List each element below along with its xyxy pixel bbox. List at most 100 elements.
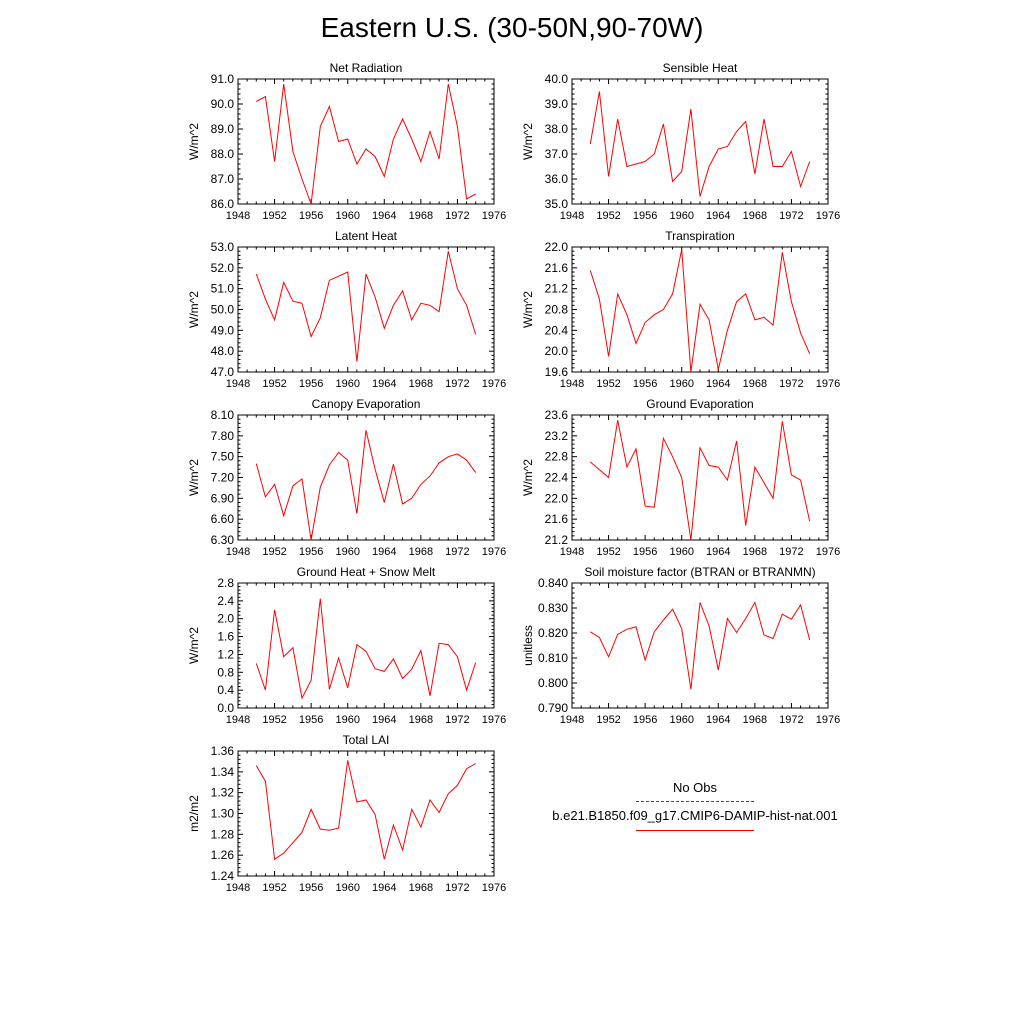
y-axis-label: unitless [521,625,535,666]
y-tick-label: 0.8 [217,665,234,679]
y-tick-label: 0.820 [538,626,568,640]
y-tick-label: 1.30 [211,807,235,821]
panel-title: Ground Evaporation [646,397,753,411]
plot-frame [571,414,829,541]
series-line [255,760,476,861]
plot-frame [571,246,829,373]
x-tick-label: 1948 [226,714,250,726]
y-tick-label: 36.0 [545,172,569,186]
x-tick-label: 1968 [409,378,433,390]
chart-panel: 1948 1952 1956 1960 1964 1968 1972 1976 21.2 21.6… [521,397,840,558]
y-tick-label: 7.20 [211,471,235,485]
x-tick-label: 1972 [445,714,469,726]
y-tick-label: 22.0 [545,240,569,254]
x-tick-label: 1960 [335,882,359,894]
x-tick-label: 1968 [409,546,433,558]
y-tick-label: 86.0 [211,197,235,211]
x-tick-label: 1968 [743,210,767,222]
y-tick-label: 89.0 [211,122,235,136]
y-tick-label: 87.0 [211,172,235,186]
y-axis-label: W/m^2 [521,291,535,328]
x-tick-label: 1956 [299,546,323,558]
x-tick-label: 1964 [706,378,730,390]
y-tick-label: 0.790 [538,701,568,715]
x-tick-label: 1948 [226,378,250,390]
x-tick-label: 1976 [816,378,840,390]
panel-title: Sensible Heat [663,61,738,75]
y-tick-label: 6.90 [211,491,235,505]
series-line [255,251,477,362]
x-tick-label: 1956 [299,378,323,390]
y-tick-label: 22.8 [545,450,569,464]
chart-panel: 1948 1952 1956 1960 1964 1968 1972 1976 19.6 20.0… [521,229,840,390]
x-tick-label: 1952 [262,210,286,222]
y-tick-label: 51.0 [211,282,235,296]
y-tick-label: 8.10 [211,408,235,422]
y-tick-label: 91.0 [211,72,235,86]
y-tick-label: 38.0 [545,122,569,136]
x-tick-label: 1964 [372,546,396,558]
y-tick-label: 0.0 [217,701,234,715]
x-tick-label: 1964 [706,714,730,726]
y-tick-label: 20.4 [545,323,569,337]
x-tick-label: 1948 [560,546,584,558]
series-line [589,420,811,541]
x-tick-label: 1972 [445,546,469,558]
y-tick-label: 7.50 [211,450,235,464]
y-tick-label: 1.2 [217,647,234,661]
series-line [589,91,811,197]
x-tick-label: 1948 [226,546,250,558]
y-axis-label: W/m^2 [521,459,535,496]
panel-title: Ground Heat + Snow Melt [297,565,436,579]
plot-frame [571,78,829,205]
y-tick-label: 2.0 [217,612,234,626]
x-tick-label: 1960 [669,378,693,390]
x-tick-label: 1952 [596,210,620,222]
x-tick-label: 1960 [669,210,693,222]
y-axis-label: W/m^2 [187,459,201,496]
y-tick-label: 0.810 [538,651,568,665]
x-tick-label: 1972 [445,378,469,390]
y-tick-label: 1.34 [211,765,235,779]
y-axis-label: W/m^2 [187,123,201,160]
y-tick-label: 22.4 [545,471,569,485]
plot-frame [571,582,829,709]
y-tick-label: 90.0 [211,97,235,111]
chart-panel: 1948 1952 1956 1960 1964 1968 1972 1976 6.30 6.60… [187,397,506,558]
x-tick-label: 1960 [669,546,693,558]
y-tick-label: 1.6 [217,630,234,644]
x-tick-label: 1976 [482,378,506,390]
chart-panel: 1948 1952 1956 1960 1964 1968 1972 1976 0.790 0.8… [521,565,840,726]
y-tick-label: 21.6 [545,261,569,275]
chart-panel: 1948 1952 1956 1960 1964 1968 1972 1976 35.0 36.0… [521,61,840,222]
x-tick-label: 1972 [445,882,469,894]
x-tick-label: 1964 [372,210,396,222]
y-tick-label: 39.0 [545,97,569,111]
y-tick-label: 23.2 [545,429,569,443]
x-tick-label: 1948 [560,714,584,726]
x-tick-label: 1964 [706,210,730,222]
x-tick-label: 1948 [560,210,584,222]
y-tick-label: 0.830 [538,601,568,615]
plot-frame [237,750,495,877]
y-tick-label: 88.0 [211,147,235,161]
y-axis-label: W/m^2 [521,123,535,160]
y-tick-label: 2.8 [217,576,234,590]
x-tick-label: 1976 [816,714,840,726]
y-axis-label: W/m^2 [187,291,201,328]
y-tick-label: 49.0 [211,323,235,337]
x-tick-label: 1948 [226,882,250,894]
y-tick-label: 19.6 [545,365,569,379]
x-tick-label: 1968 [743,714,767,726]
y-tick-label: 21.2 [545,282,569,296]
y-tick-label: 50.0 [211,303,235,317]
y-tick-label: 6.30 [211,533,235,547]
panel-title: Canopy Evaporation [312,397,421,411]
x-tick-label: 1972 [445,210,469,222]
chart-panel: 1948 1952 1956 1960 1964 1968 1972 1976 86.0 87.0… [187,61,506,222]
x-tick-label: 1956 [299,210,323,222]
x-tick-label: 1952 [262,714,286,726]
x-tick-label: 1976 [482,210,506,222]
x-tick-label: 1976 [482,882,506,894]
y-tick-label: 2.4 [217,594,234,608]
